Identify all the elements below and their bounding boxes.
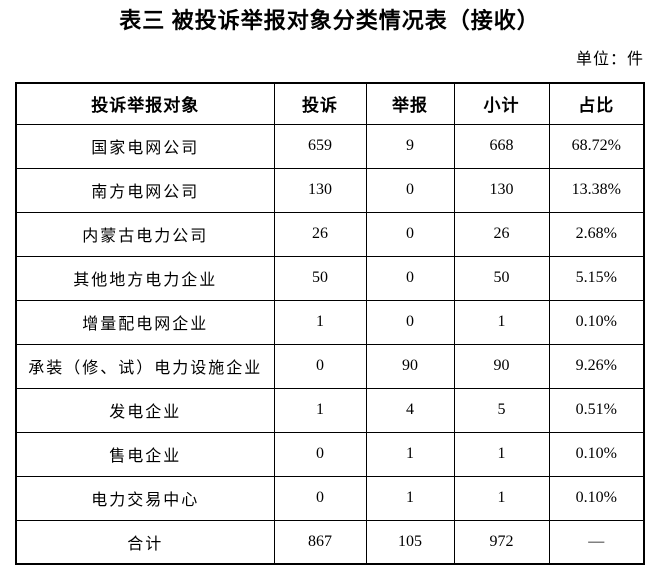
value-cell: 9 <box>365 123 455 169</box>
value-cell: 1 <box>453 431 550 477</box>
value-cell: 5 <box>453 387 550 433</box>
value-cell: 105 <box>365 519 455 565</box>
unit-label: 单位：件 <box>575 51 644 68</box>
row-label-cell: 其他地方电力企业 <box>15 255 275 301</box>
row-label-cell: 合计 <box>15 519 275 565</box>
table-header: 投诉举报对象 投诉 举报 小计 占比 <box>15 82 645 125</box>
value-cell: 50 <box>453 255 550 301</box>
value-cell: — <box>548 519 645 565</box>
column-header-object: 投诉举报对象 <box>15 82 275 125</box>
table-row: 售电企业 0 1 1 0.10% <box>15 431 645 477</box>
value-cell: 0.51% <box>548 387 645 433</box>
value-cell: 867 <box>273 519 367 565</box>
value-cell: 1 <box>365 475 455 521</box>
row-label-cell: 承装（修、试）电力设施企业 <box>15 343 275 389</box>
value-cell: 0 <box>365 167 455 213</box>
table-row: 增量配电网企业 1 0 1 0.10% <box>15 299 645 345</box>
value-cell: 1 <box>453 475 550 521</box>
table-body: 国家电网公司 659 9 668 68.72% 南方电网公司 130 0 130 13.38% 内蒙… <box>15 123 645 565</box>
value-cell: 1 <box>273 299 367 345</box>
value-cell: 1 <box>365 431 455 477</box>
value-cell: 50 <box>273 255 367 301</box>
value-cell: 0 <box>273 431 367 477</box>
value-cell: 0 <box>365 299 455 345</box>
value-cell: 0.10% <box>548 431 645 477</box>
row-label-cell: 南方电网公司 <box>15 167 275 213</box>
value-cell: 0 <box>365 211 455 257</box>
value-cell: 2.68% <box>548 211 645 257</box>
column-header-subtotal: 小计 <box>453 82 550 125</box>
value-cell: 26 <box>453 211 550 257</box>
value-cell: 13.38% <box>548 167 645 213</box>
column-header-reports: 举报 <box>365 82 455 125</box>
value-cell: 90 <box>453 343 550 389</box>
value-cell: 68.72% <box>548 123 645 169</box>
row-label-cell: 售电企业 <box>15 431 275 477</box>
value-cell: 668 <box>453 123 550 169</box>
table-row: 承装（修、试）电力设施企业 0 90 90 9.26% <box>15 343 645 389</box>
row-label-cell: 电力交易中心 <box>15 475 275 521</box>
value-cell: 26 <box>273 211 367 257</box>
value-cell: 0 <box>273 343 367 389</box>
table-total-row: 合计 867 105 972— <box>15 519 645 565</box>
column-header-complaints: 投诉 <box>273 82 367 125</box>
row-label-cell: 国家电网公司 <box>15 123 275 169</box>
table-row: 内蒙古电力公司 26 0 26 2.68% <box>15 211 645 257</box>
row-label-cell: 发电企业 <box>15 387 275 433</box>
value-cell: 0 <box>365 255 455 301</box>
table-row: 国家电网公司 659 9 668 68.72% <box>15 123 645 169</box>
column-header-percentage: 占比 <box>548 82 645 125</box>
value-cell: 4 <box>365 387 455 433</box>
value-cell: 130 <box>273 167 367 213</box>
value-cell: 1 <box>453 299 550 345</box>
table-row: 南方电网公司 130 0 130 13.38% <box>15 167 645 213</box>
value-cell: 1 <box>273 387 367 433</box>
value-cell: 5.15% <box>548 255 645 301</box>
row-label-cell: 内蒙古电力公司 <box>15 211 275 257</box>
page-title: 表三 被投诉举报对象分类情况表（接收） <box>119 8 540 33</box>
table-row: 其他地方电力企业 50 0 50 5.15% <box>15 255 645 301</box>
value-cell: 0.10% <box>548 299 645 345</box>
value-cell: 0 <box>273 475 367 521</box>
complaint-object-table: 投诉举报对象 投诉 举报 小计 占比 国家电网公司 659 9 668 68.72% 南方… <box>15 82 645 565</box>
value-cell: 0.10% <box>548 475 645 521</box>
value-cell: 972 <box>453 519 550 565</box>
value-cell: 9.26% <box>548 343 645 389</box>
value-cell: 130 <box>453 167 550 213</box>
value-cell: 90 <box>365 343 455 389</box>
row-label-cell: 增量配电网企业 <box>15 299 275 345</box>
table-row: 发电企业 1 4 5 0.51% <box>15 387 645 433</box>
value-cell: 659 <box>273 123 367 169</box>
table-row: 电力交易中心 0 1 1 0.10% <box>15 475 645 521</box>
table-header-row: 投诉举报对象 投诉 举报 小计 占比 <box>15 82 645 125</box>
